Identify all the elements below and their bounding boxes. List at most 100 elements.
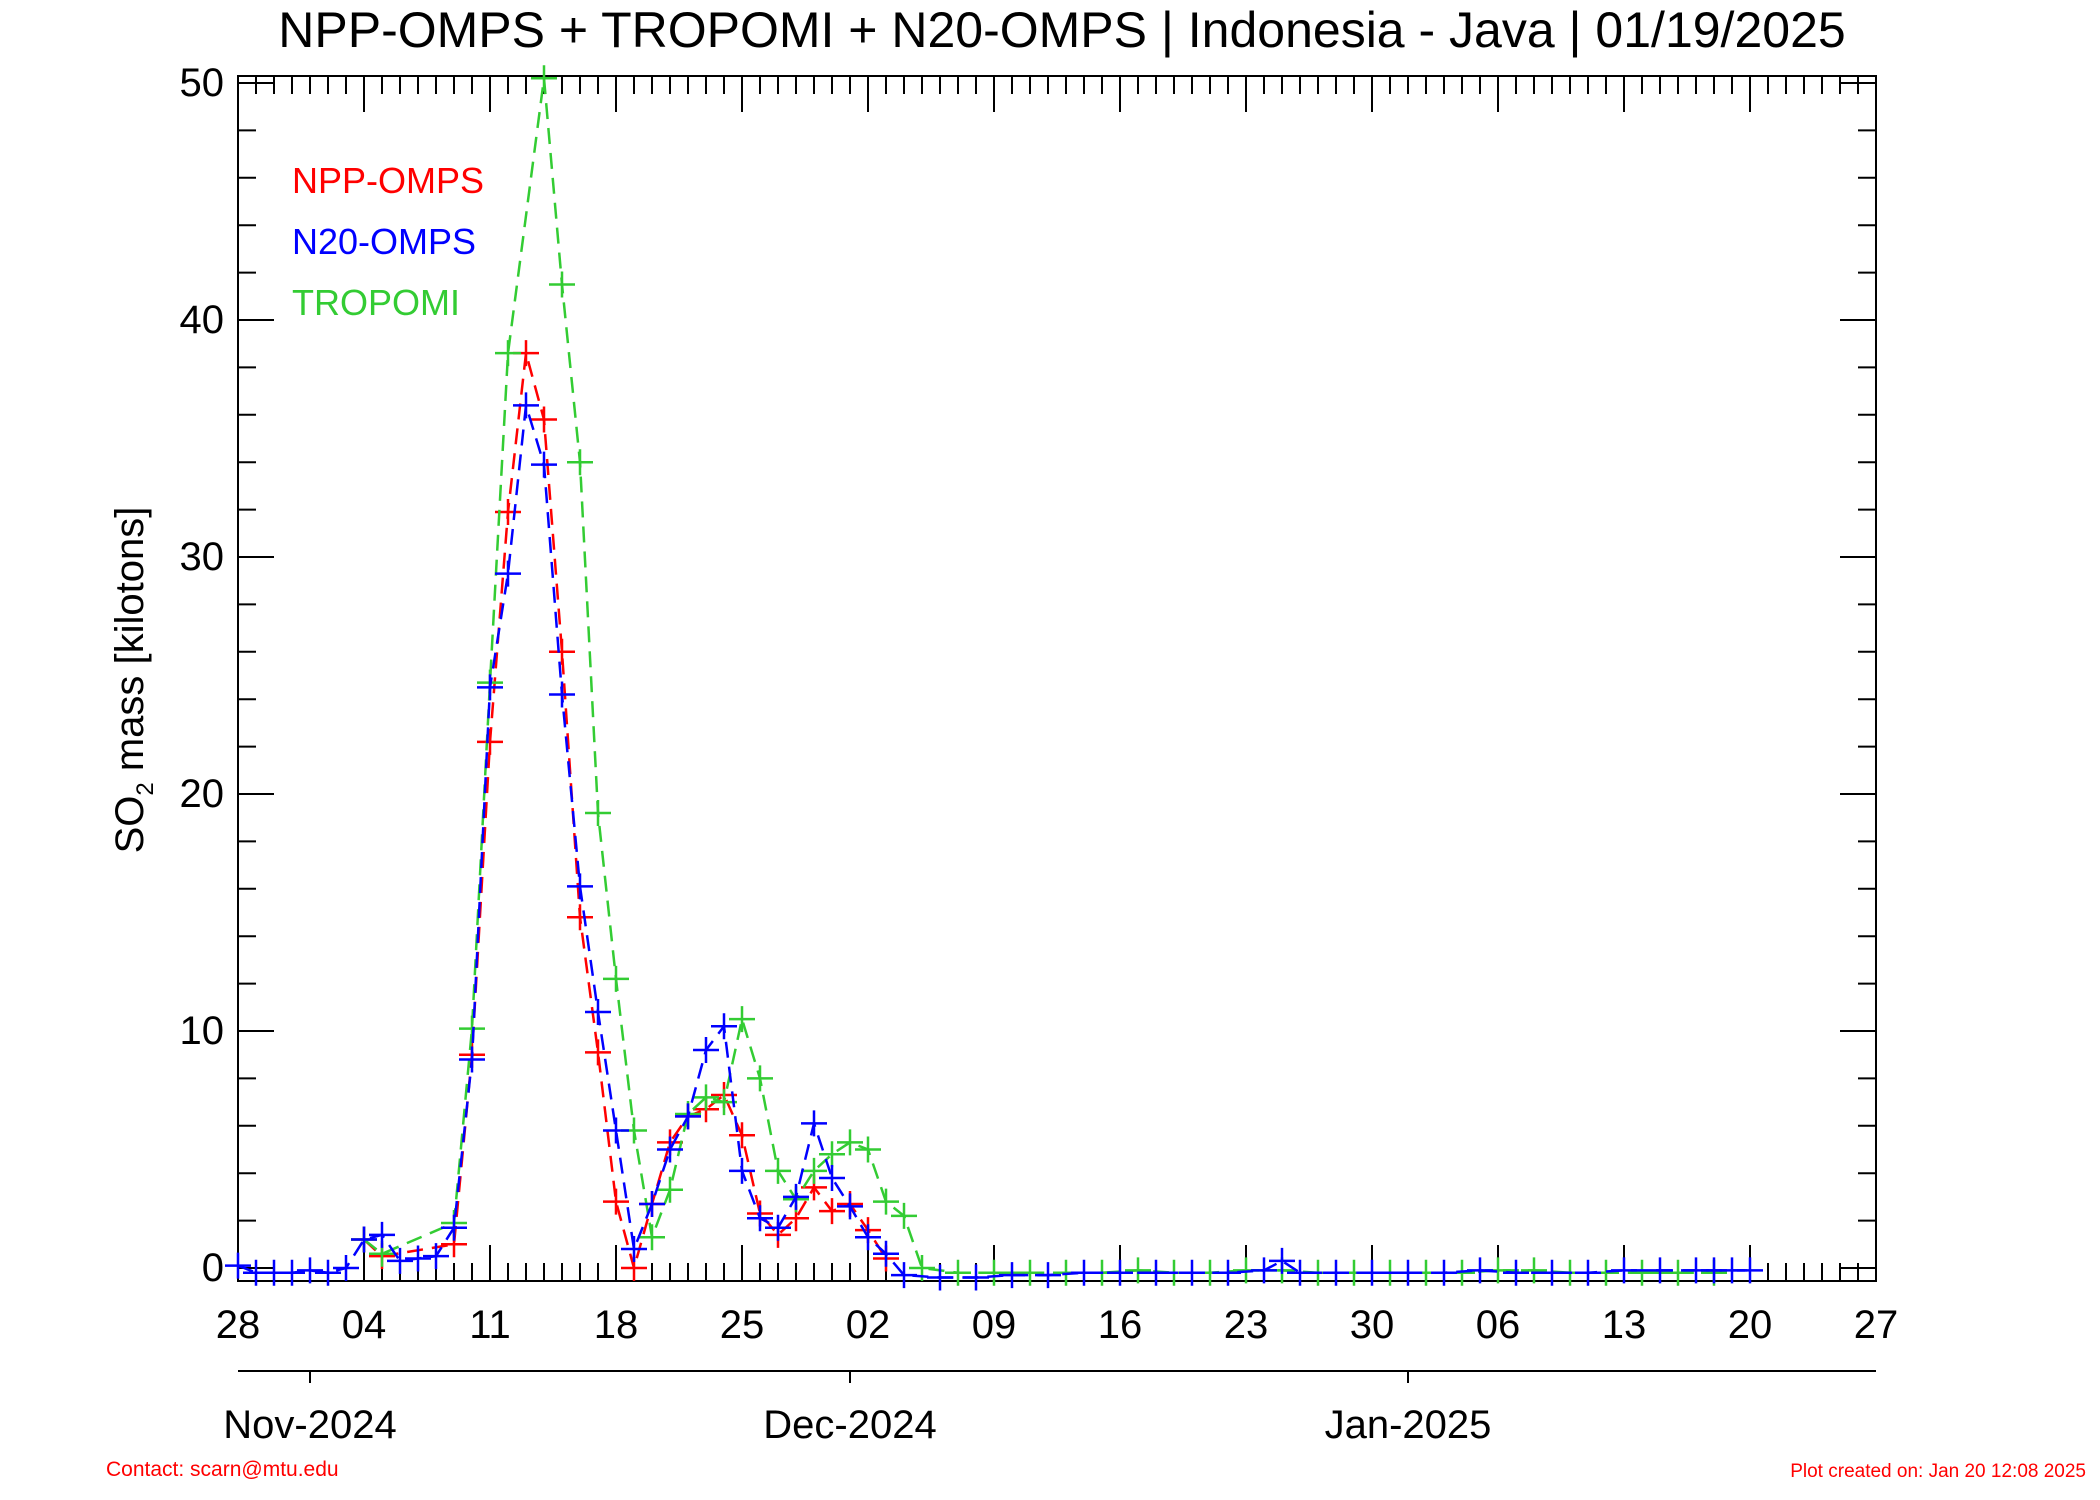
legend: NPP-OMPS N20-OMPS TROPOMI xyxy=(292,160,484,323)
data-point xyxy=(1359,1259,1385,1286)
data-point xyxy=(765,1157,791,1184)
x-tick-label: 30 xyxy=(1350,1303,1395,1347)
data-point xyxy=(891,1202,917,1229)
data-point xyxy=(1647,1257,1673,1284)
series-layer xyxy=(225,65,1763,1291)
data-point xyxy=(639,1191,665,1218)
data-point xyxy=(999,1262,1025,1289)
series-npp-omps xyxy=(351,340,899,1281)
data-point xyxy=(693,1036,719,1063)
x-tick-label: 28 xyxy=(216,1303,261,1347)
data-point xyxy=(1323,1259,1349,1286)
data-point xyxy=(315,1259,341,1286)
x-tick-label: 02 xyxy=(846,1303,891,1347)
data-point xyxy=(1143,1259,1169,1286)
x-tick-label: 04 xyxy=(342,1303,387,1347)
month-label: Jan-2025 xyxy=(1325,1403,1492,1447)
axes-layer: 0 10 20 30 40 50 28 04 11 18 25 02 09 16 23 30 06 13 20 27 N… xyxy=(180,61,1899,1447)
data-point xyxy=(639,1224,665,1251)
data-point xyxy=(747,1065,773,1092)
data-point xyxy=(1269,1247,1295,1274)
x-tick-label: 16 xyxy=(1098,1303,1143,1347)
data-point xyxy=(1395,1259,1421,1286)
data-point xyxy=(585,799,611,826)
legend-n20-omps: N20-OMPS xyxy=(292,221,476,262)
x-tick-label: 27 xyxy=(1854,1303,1899,1347)
x-tick-label: 11 xyxy=(469,1303,511,1347)
y-axis-label-main: SO xyxy=(108,796,152,854)
data-point xyxy=(297,1257,323,1284)
data-point xyxy=(1431,1259,1457,1286)
data-point xyxy=(585,999,611,1026)
y-tick-label: 50 xyxy=(180,61,225,105)
x-tick-label: 18 xyxy=(594,1303,639,1347)
data-point xyxy=(729,1122,755,1149)
data-point xyxy=(927,1264,953,1291)
contact-text: Contact: scarn@mtu.edu xyxy=(106,1458,339,1481)
data-point xyxy=(1287,1259,1313,1286)
data-point xyxy=(981,1259,1007,1286)
data-point xyxy=(477,674,503,701)
data-point xyxy=(657,1136,683,1163)
data-point xyxy=(855,1136,881,1163)
data-point xyxy=(1467,1257,1493,1284)
data-point xyxy=(945,1259,971,1286)
y-tick-label: 0 xyxy=(202,1246,224,1290)
data-point xyxy=(1575,1259,1601,1286)
plot-frame xyxy=(237,75,1877,1282)
month-label: Dec-2024 xyxy=(763,1403,936,1447)
x-tick-label: 23 xyxy=(1224,1303,1269,1347)
data-point xyxy=(963,1264,989,1291)
y-axis-label-rest: mass [kilotons] xyxy=(108,507,152,783)
data-point xyxy=(1611,1257,1637,1284)
chart-title: NPP-OMPS + TROPOMI + N20-OMPS | Indonesi… xyxy=(278,2,1845,58)
data-point xyxy=(225,1252,251,1279)
data-point xyxy=(567,449,593,476)
data-point xyxy=(819,1198,845,1225)
y-axis-label-subscript: 2 xyxy=(132,782,159,795)
data-point xyxy=(711,1013,737,1040)
data-point xyxy=(657,1176,683,1203)
data-point xyxy=(801,1110,827,1137)
data-point xyxy=(873,1240,899,1267)
data-point xyxy=(405,1245,431,1272)
series-line xyxy=(237,404,1750,1279)
series-n20-omps xyxy=(225,392,1763,1291)
data-point xyxy=(1251,1257,1277,1284)
data-point xyxy=(891,1262,917,1289)
data-point xyxy=(549,638,575,665)
data-point xyxy=(549,271,575,298)
x-tick-label: 06 xyxy=(1476,1303,1521,1347)
data-point xyxy=(1737,1257,1763,1284)
data-point xyxy=(729,1157,755,1184)
y-tick-label: 40 xyxy=(180,298,225,342)
data-point xyxy=(531,451,557,478)
data-point xyxy=(549,681,575,708)
data-point xyxy=(801,1157,827,1184)
data-point xyxy=(621,1236,647,1263)
data-point xyxy=(333,1255,359,1281)
month-label: Nov-2024 xyxy=(223,1403,396,1447)
data-point xyxy=(603,1117,629,1144)
data-point xyxy=(1179,1259,1205,1286)
y-tick-label: 20 xyxy=(180,772,225,816)
data-point xyxy=(1665,1259,1691,1286)
data-point xyxy=(1035,1262,1061,1289)
data-point xyxy=(837,1129,863,1156)
series-tropomi xyxy=(351,65,1727,1286)
data-point xyxy=(441,1214,467,1241)
data-point xyxy=(1125,1257,1151,1284)
data-point xyxy=(531,406,557,433)
data-point xyxy=(387,1247,413,1274)
data-point xyxy=(873,1188,899,1215)
data-point xyxy=(477,728,503,755)
data-point xyxy=(1539,1259,1565,1286)
data-point xyxy=(423,1243,449,1270)
y-tick-label: 30 xyxy=(180,535,225,579)
legend-npp-omps: NPP-OMPS xyxy=(292,160,484,201)
data-point xyxy=(603,965,629,992)
y-axis-label: SO2 mass [kilotons] xyxy=(108,507,159,854)
data-point xyxy=(279,1259,305,1286)
data-point xyxy=(603,1188,629,1215)
